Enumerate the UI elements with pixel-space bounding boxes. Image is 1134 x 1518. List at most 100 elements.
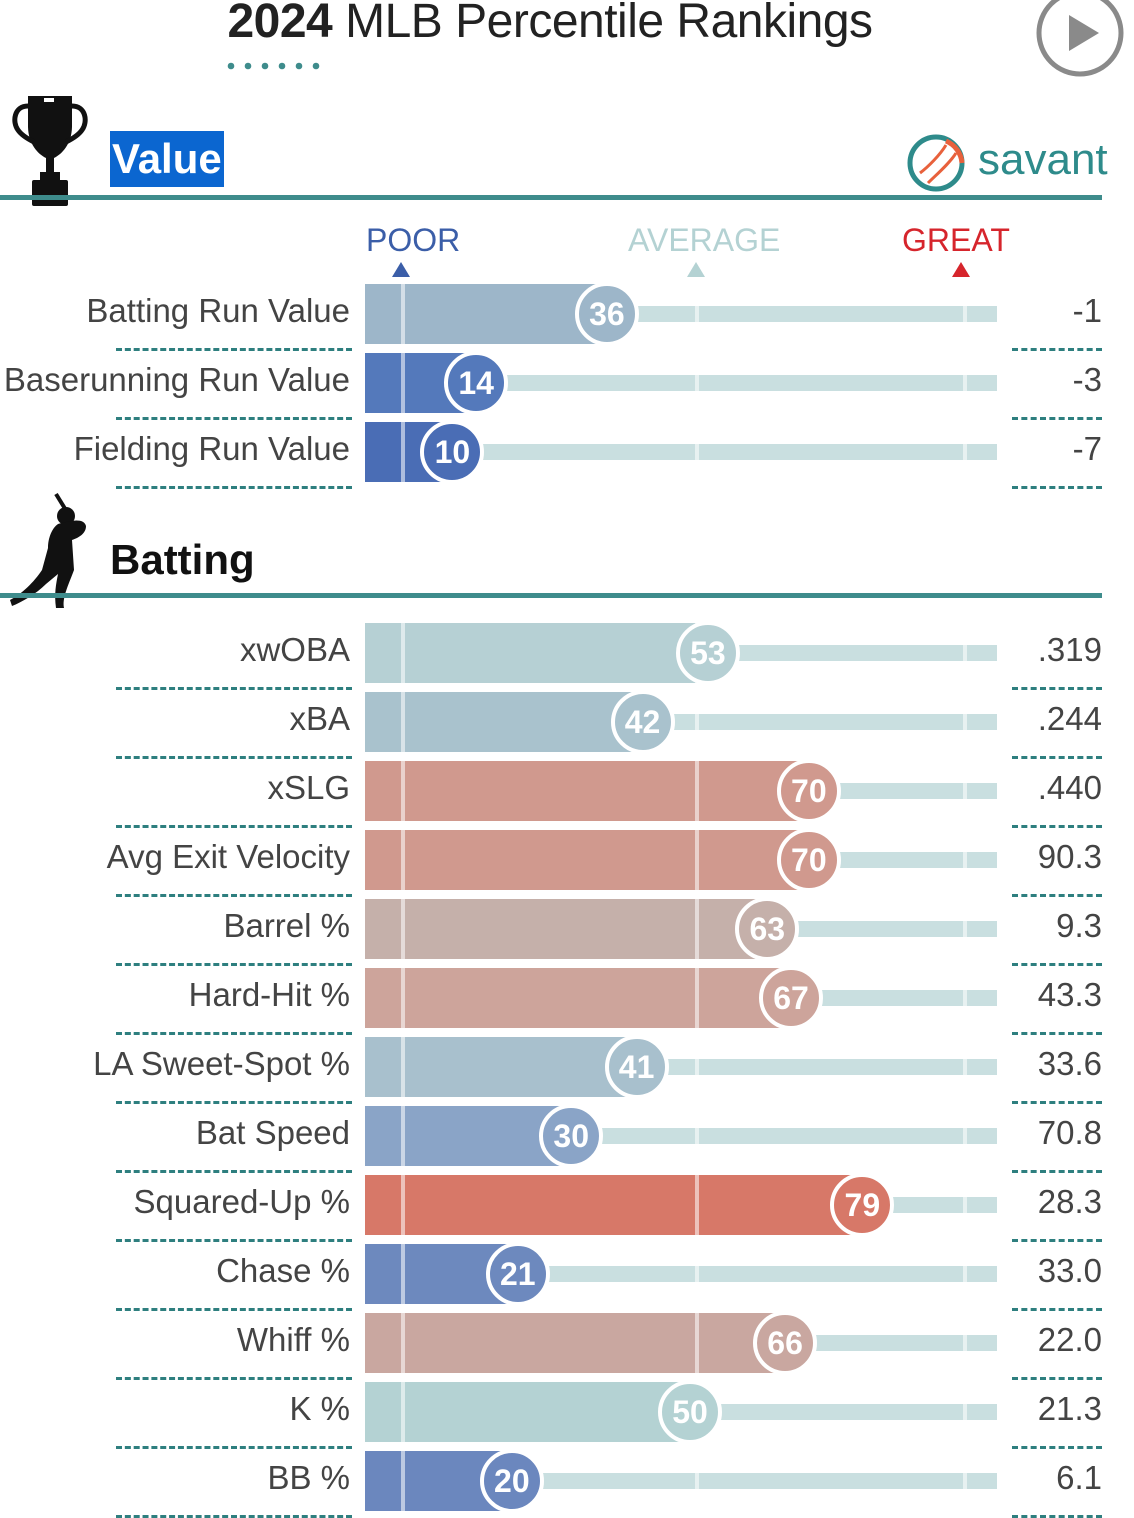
row-divider [116, 486, 352, 489]
percentile-badge[interactable]: 41 [604, 1035, 669, 1099]
scale-tick [695, 830, 699, 890]
scale-tick [401, 1175, 405, 1235]
title-text: MLB Percentile Rankings [332, 0, 873, 48]
scale-tick [695, 1037, 699, 1097]
scale-tick [695, 422, 699, 482]
row-divider [1012, 1308, 1102, 1311]
average-marker-icon [687, 262, 705, 277]
percentile-bar [365, 830, 809, 890]
percentile-badge[interactable]: 79 [830, 1173, 895, 1237]
percentile-badge[interactable]: 66 [753, 1311, 818, 1375]
metric-value: .319 [1037, 631, 1102, 668]
scale-tick [401, 623, 405, 683]
scale-tick [963, 899, 967, 959]
percentile-badge[interactable]: 67 [759, 966, 824, 1030]
row-divider [116, 1308, 352, 1311]
scale-tick [963, 1037, 967, 1097]
row-divider [116, 894, 352, 897]
metric-label: xBA [289, 700, 350, 737]
scale-tick [695, 1244, 699, 1304]
scale-tick [401, 1313, 405, 1373]
row-divider [116, 348, 352, 351]
scale-tick [963, 1175, 967, 1235]
row-divider [1012, 486, 1102, 489]
section-divider-batting [0, 593, 1102, 598]
percentile-badge[interactable]: 30 [539, 1104, 604, 1168]
metric-value: -1 [1072, 292, 1102, 329]
row-divider [1012, 417, 1102, 420]
percentile-badge[interactable]: 14 [444, 351, 509, 415]
page-title: 2024 MLB Percentile Rankings [0, 0, 1100, 49]
percentile-badge[interactable]: 53 [675, 621, 740, 685]
percentile-badge[interactable]: 70 [776, 828, 841, 892]
play-icon[interactable] [1035, 0, 1125, 78]
metric-value: 21.3 [1037, 1390, 1102, 1427]
batter-silhouette-icon [10, 492, 86, 608]
section-title-value: Value [110, 131, 224, 187]
metric-value: 90.3 [1037, 838, 1102, 875]
percentile-badge[interactable]: 21 [485, 1242, 550, 1306]
row-divider [1012, 1101, 1102, 1104]
percentile-bar [365, 284, 607, 344]
percentile-bar [365, 1313, 786, 1373]
row-divider [116, 1170, 352, 1173]
percentile-badge[interactable]: 50 [658, 1380, 723, 1444]
percentile-badge[interactable]: 63 [735, 897, 800, 961]
scale-tick [695, 1451, 699, 1511]
metric-value: -3 [1072, 361, 1102, 398]
scale-tick [401, 692, 405, 752]
row-divider [116, 687, 352, 690]
section-divider-value [0, 195, 1102, 200]
percentile-bar [365, 692, 643, 752]
scale-tick [401, 1451, 405, 1511]
metric-value: 9.3 [1056, 907, 1102, 944]
metric-label: xwOBA [239, 631, 350, 668]
percentile-bar [365, 1037, 637, 1097]
scale-tick [963, 1313, 967, 1373]
title-year: 2024 [227, 0, 333, 48]
scale-tick [401, 899, 405, 959]
scale-tick [695, 1175, 699, 1235]
metric-label: Bat Speed [195, 1114, 350, 1151]
row-divider [1012, 963, 1102, 966]
percentile-badge[interactable]: 70 [776, 759, 841, 823]
metric-value: 43.3 [1037, 976, 1102, 1013]
scale-tick [963, 761, 967, 821]
scale-tick [963, 353, 967, 413]
metric-label: K % [289, 1390, 350, 1427]
metric-value: 22.0 [1037, 1321, 1102, 1358]
row-divider [1012, 1446, 1102, 1449]
percentile-bar [365, 899, 768, 959]
scale-tick [695, 692, 699, 752]
percentile-badge[interactable]: 42 [610, 690, 675, 754]
percentile-bar [365, 1382, 691, 1442]
row-divider [116, 417, 352, 420]
scale-tick [963, 1244, 967, 1304]
percentile-badge[interactable]: 20 [479, 1449, 544, 1513]
scale-tick [401, 422, 405, 482]
percentile-bar [365, 968, 792, 1028]
scale-tick [963, 968, 967, 1028]
row-divider [116, 1377, 352, 1380]
percentile-badge[interactable]: 10 [420, 420, 485, 484]
scale-tick [401, 761, 405, 821]
row-divider [116, 1446, 352, 1449]
scale-tick [963, 692, 967, 752]
scale-tick [963, 830, 967, 890]
metric-label: Squared-Up % [133, 1183, 350, 1220]
scale-tick [401, 1037, 405, 1097]
scale-label-great: GREAT [902, 222, 1010, 258]
percentile-badge[interactable]: 36 [574, 282, 639, 346]
scale-tick [963, 1382, 967, 1442]
section-title-batting: Batting [110, 536, 255, 583]
page-indicator-dots[interactable] [227, 60, 327, 72]
metric-label: Chase % [216, 1252, 350, 1289]
percentile-bar [365, 1106, 572, 1166]
row-divider [1012, 1239, 1102, 1242]
scale-tick [401, 968, 405, 1028]
row-divider [116, 1239, 352, 1242]
scale-tick [695, 899, 699, 959]
metric-value: 33.6 [1037, 1045, 1102, 1082]
row-divider [1012, 1377, 1102, 1380]
row-divider [1012, 756, 1102, 759]
